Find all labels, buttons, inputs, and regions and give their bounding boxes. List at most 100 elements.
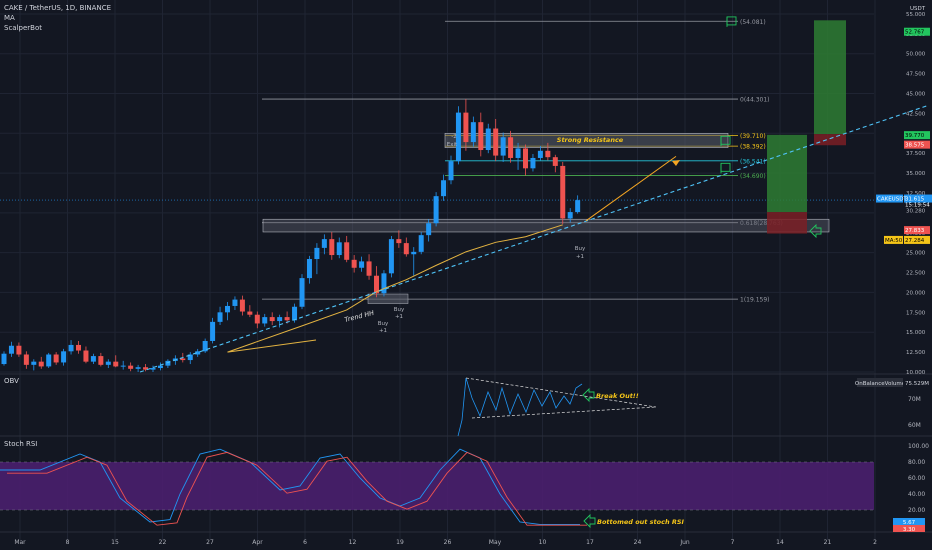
obv-lower-trend xyxy=(471,406,657,419)
candle-body xyxy=(455,112,461,162)
price-tick: 20.000 xyxy=(906,290,926,296)
candle-body xyxy=(262,317,268,324)
buy-zone-1 xyxy=(367,293,409,304)
projection-arrow xyxy=(585,155,677,222)
stop-loss-box-1 xyxy=(767,212,807,234)
fib-label: (34.690) xyxy=(740,173,766,180)
candles xyxy=(1,99,581,372)
candle-body xyxy=(225,305,230,313)
stoch-tick: 100.00 xyxy=(908,443,929,450)
stoch-k-tag xyxy=(893,518,925,525)
time-tick: 7 xyxy=(731,539,735,546)
candle-body xyxy=(165,360,171,366)
buy-count: +1 xyxy=(379,328,387,334)
candle-body xyxy=(403,243,409,255)
price-tick: 15.000 xyxy=(906,330,926,336)
buy-count: +1 xyxy=(576,254,584,260)
candle-body xyxy=(247,311,253,315)
candle-body xyxy=(76,344,81,351)
candle-body xyxy=(53,354,59,363)
obv-value-bg xyxy=(903,378,932,387)
candle-body xyxy=(418,235,424,252)
buy-label: Buy xyxy=(575,246,586,252)
currency-label: USDT xyxy=(910,6,926,12)
candle-body xyxy=(396,239,402,244)
strong-resistance-label: Strong Resistance xyxy=(557,136,624,144)
candle-body xyxy=(359,261,365,268)
obv-annotation: Break Out!! xyxy=(596,392,639,400)
ma-line xyxy=(227,224,563,353)
time-tick: 10 xyxy=(539,539,547,546)
candle-body xyxy=(329,239,335,256)
trendline xyxy=(139,104,929,373)
ma-value-tag: 27.284 xyxy=(905,238,925,244)
time-tick: May xyxy=(489,539,502,546)
countdown: 15:19:54 xyxy=(905,203,930,209)
price-tag-red: 27.833 xyxy=(905,228,925,234)
candle-body xyxy=(31,361,37,365)
price-tick: 10.000 xyxy=(906,370,926,376)
obv-upper-trend xyxy=(465,377,657,408)
candle-body xyxy=(210,321,216,341)
candle-body xyxy=(575,200,581,213)
fib-label: (38.392) xyxy=(740,144,766,151)
price-tag-green-bg xyxy=(904,27,930,36)
time-tick: Apr xyxy=(252,539,263,546)
time-tick: 24 xyxy=(634,539,642,546)
candle-body xyxy=(150,368,156,370)
obv-title[interactable]: OBV xyxy=(4,377,19,385)
candle-body xyxy=(523,148,528,169)
candle-body xyxy=(388,239,394,274)
candle-body xyxy=(463,112,469,143)
candle-body xyxy=(411,251,417,255)
candle-body xyxy=(433,196,439,224)
stoch-d-tag xyxy=(893,525,925,532)
price-tag-green: 39.770 xyxy=(905,133,925,139)
indicator-ma-label[interactable]: MA xyxy=(4,14,15,22)
projection-arrowhead xyxy=(672,160,680,166)
candle-body xyxy=(560,165,566,219)
price-tag-red: 38.575 xyxy=(905,143,925,149)
candle-body xyxy=(277,317,283,322)
time-tick: 15 xyxy=(111,539,119,546)
candle-body xyxy=(374,275,379,294)
support-zone xyxy=(262,218,830,233)
candle-body xyxy=(545,150,551,158)
candle-body xyxy=(143,367,149,370)
time-tick: Mar xyxy=(14,539,26,546)
candle-body xyxy=(98,356,104,365)
candle-body xyxy=(202,340,208,352)
candle-body xyxy=(567,212,573,219)
price-tag-green: 52.767 xyxy=(905,30,925,36)
stoch-annotation: Bottomed out stoch RSI xyxy=(597,518,685,526)
price-tag-green-bg xyxy=(904,131,930,140)
exit-label: Exit xyxy=(447,142,458,148)
stoch-title[interactable]: Stoch RSI xyxy=(4,440,38,448)
price-tick: 45.000 xyxy=(906,92,926,98)
stoch-tick: 80.00 xyxy=(908,459,925,466)
obv-value: 75.529M xyxy=(905,381,929,387)
candle-body xyxy=(306,259,312,279)
obv-line xyxy=(457,377,583,437)
candle-body xyxy=(269,317,275,322)
symbol-tag-bg xyxy=(876,194,903,203)
indicator-scalperbot-label[interactable]: ScalperBot xyxy=(4,24,42,32)
price-axis: USDT55.00052.50050.00047.50045.00042.500… xyxy=(876,6,932,376)
candle-body xyxy=(530,157,536,169)
candle-body xyxy=(120,365,126,367)
time-tick: 19 xyxy=(396,539,404,546)
candle-body xyxy=(23,354,29,365)
candle-body xyxy=(508,137,514,158)
candle-body xyxy=(187,354,193,361)
candle-body xyxy=(500,137,506,156)
thumbs-up-icon xyxy=(809,223,822,239)
fib-label: 0(44.301) xyxy=(740,97,770,104)
obv-pane: Break Out!! OnBalanceVolume 75.529M 70M 60M xyxy=(457,377,932,437)
candle-body xyxy=(470,122,476,143)
candle-body xyxy=(8,345,14,354)
candle-body xyxy=(284,317,290,321)
candle-body xyxy=(239,299,245,312)
price-tick: 55.000 xyxy=(906,12,926,18)
